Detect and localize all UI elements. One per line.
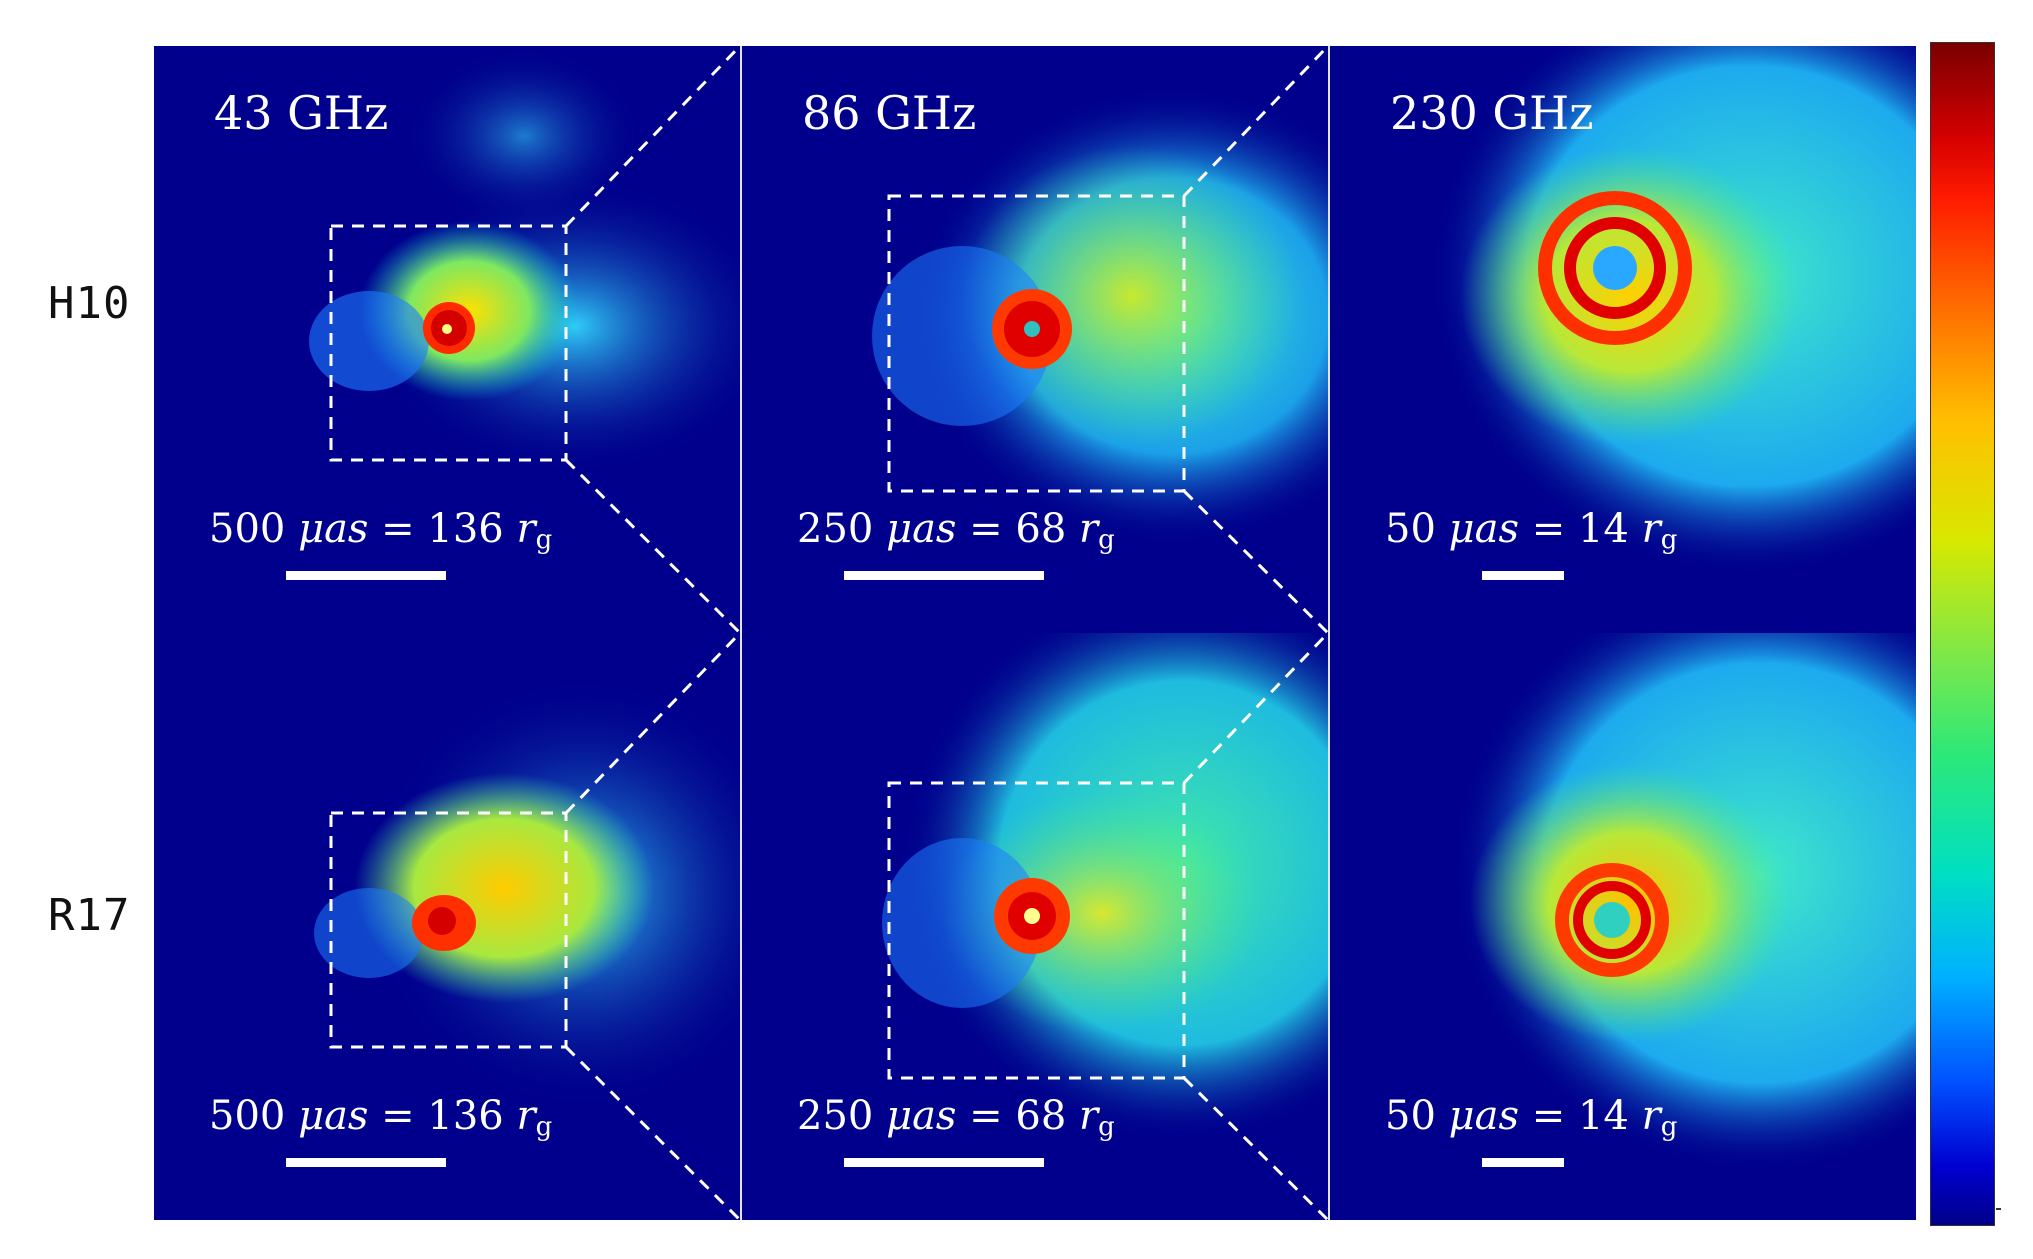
equals-sign: =	[1531, 1093, 1566, 1139]
image-grid: 43 GHz 500 μas = 136 rg	[154, 46, 1919, 1220]
rg-subscript: g	[1660, 525, 1678, 555]
colorbar	[1930, 42, 1995, 1226]
scale-label: 50 μas = 14 rg	[1385, 1093, 1677, 1142]
rg-symbol: r	[1641, 1093, 1661, 1139]
scale-rg-value: 14	[1577, 506, 1629, 552]
scale-value: 500	[209, 1093, 286, 1139]
scale-bar	[844, 571, 1044, 580]
scale-rg-value: 68	[1015, 1093, 1067, 1139]
frequency-label: 230 GHz	[1390, 86, 1594, 140]
panel-r17-230ghz: 50 μas = 14 rg	[1330, 633, 1916, 1220]
scale-unit: μas	[1448, 506, 1519, 552]
rg-subscript: g	[1098, 1112, 1115, 1142]
equals-sign: =	[969, 506, 1003, 552]
scale-value: 250	[797, 506, 874, 552]
scale-rg-value: 136	[427, 1093, 504, 1139]
equals-sign: =	[1531, 506, 1566, 552]
frequency-label: 43 GHz	[214, 86, 389, 140]
emission-map-h10-230ghz	[1430, 46, 1916, 576]
scale-bar	[286, 571, 446, 580]
panel-h10-230ghz: 230 GHz 50 μas = 14 rg	[1330, 46, 1916, 633]
rg-symbol: r	[516, 506, 536, 552]
scale-label: 250 μas = 68 rg	[797, 1093, 1115, 1142]
scale-unit: μas	[886, 1093, 957, 1139]
scale-value: 50	[1385, 1093, 1436, 1139]
colorbar-tick	[1996, 1208, 2001, 1210]
rg-subscript: g	[1098, 525, 1115, 555]
rg-subscript: g	[535, 1112, 553, 1142]
equals-sign: =	[381, 1093, 415, 1139]
scale-value: 50	[1385, 506, 1436, 552]
scale-unit: μas	[298, 506, 369, 552]
scale-bar	[1482, 1158, 1564, 1167]
scale-rg-value: 14	[1577, 1093, 1629, 1139]
rg-subscript: g	[535, 525, 553, 555]
row-label-r17: R17	[48, 890, 131, 941]
panel-r17-86ghz: 250 μas = 68 rg	[742, 633, 1328, 1220]
scale-bar	[1482, 571, 1564, 580]
panel-h10-43ghz: 43 GHz 500 μas = 136 rg	[154, 46, 740, 633]
rg-symbol: r	[516, 1093, 536, 1139]
equals-sign: =	[381, 506, 415, 552]
scale-rg-value: 68	[1015, 506, 1067, 552]
scale-bar	[844, 1158, 1044, 1167]
scale-unit: μas	[298, 1093, 369, 1139]
panel-h10-86ghz: 86 GHz 250 μas = 68 rg	[742, 46, 1328, 633]
scale-rg-value: 136	[427, 506, 504, 552]
scale-value: 500	[209, 506, 286, 552]
scale-value: 250	[797, 1093, 874, 1139]
scale-label: 500 μas = 136 rg	[209, 1093, 552, 1142]
rg-symbol: r	[1079, 1093, 1099, 1139]
scale-unit: μas	[886, 506, 957, 552]
row-label-h10: H10	[48, 278, 131, 329]
emission-map-r17-230ghz	[1450, 633, 1916, 1173]
scale-unit: μas	[1448, 1093, 1519, 1139]
panel-r17-43ghz: 43 GHz 500 μas = 136 rg	[154, 633, 740, 1220]
equals-sign: =	[969, 1093, 1003, 1139]
rg-symbol: r	[1641, 506, 1661, 552]
scale-bar	[286, 1158, 446, 1167]
scale-label: 250 μas = 68 rg	[797, 506, 1115, 555]
frequency-label: 86 GHz	[802, 86, 977, 140]
rg-symbol: r	[1079, 506, 1099, 552]
scale-label: 50 μas = 14 rg	[1385, 506, 1677, 555]
scale-label: 500 μas = 136 rg	[209, 506, 552, 555]
rg-subscript: g	[1660, 1112, 1678, 1142]
